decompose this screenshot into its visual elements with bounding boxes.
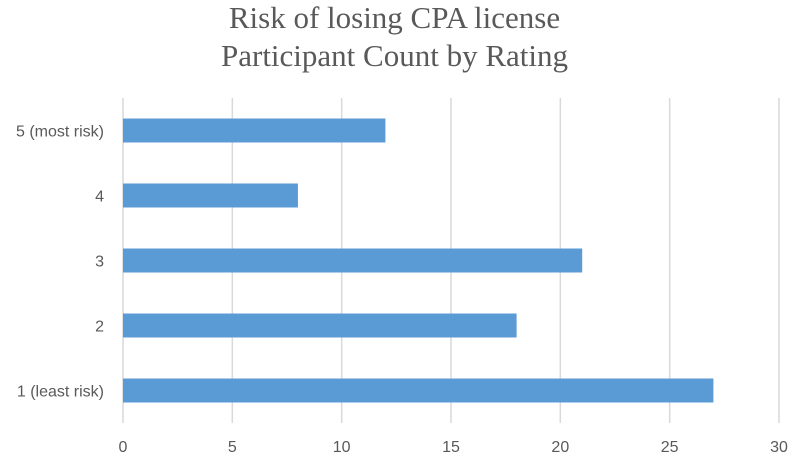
category-label: 5 (most risk) [16, 124, 104, 141]
x-tick-label: 15 [442, 439, 460, 456]
category-label: 4 [95, 189, 104, 206]
x-tick-label: 25 [661, 439, 679, 456]
bar [123, 183, 298, 208]
x-tick-label: 0 [119, 439, 128, 456]
category-label: 1 (least risk) [17, 384, 104, 401]
chart-title: Risk of losing CPA license [228, 0, 561, 35]
x-tick-label: 20 [551, 439, 569, 456]
category-label: 3 [95, 254, 104, 271]
bar [123, 313, 517, 338]
bar [123, 248, 583, 273]
bar [123, 378, 714, 403]
bar [123, 118, 386, 143]
x-tick-label: 10 [333, 439, 351, 456]
chart-subtitle: Participant Count by Rating [221, 38, 568, 73]
x-tick-label: 30 [770, 439, 788, 456]
category-label: 2 [95, 319, 104, 336]
x-tick-label: 5 [228, 439, 237, 456]
